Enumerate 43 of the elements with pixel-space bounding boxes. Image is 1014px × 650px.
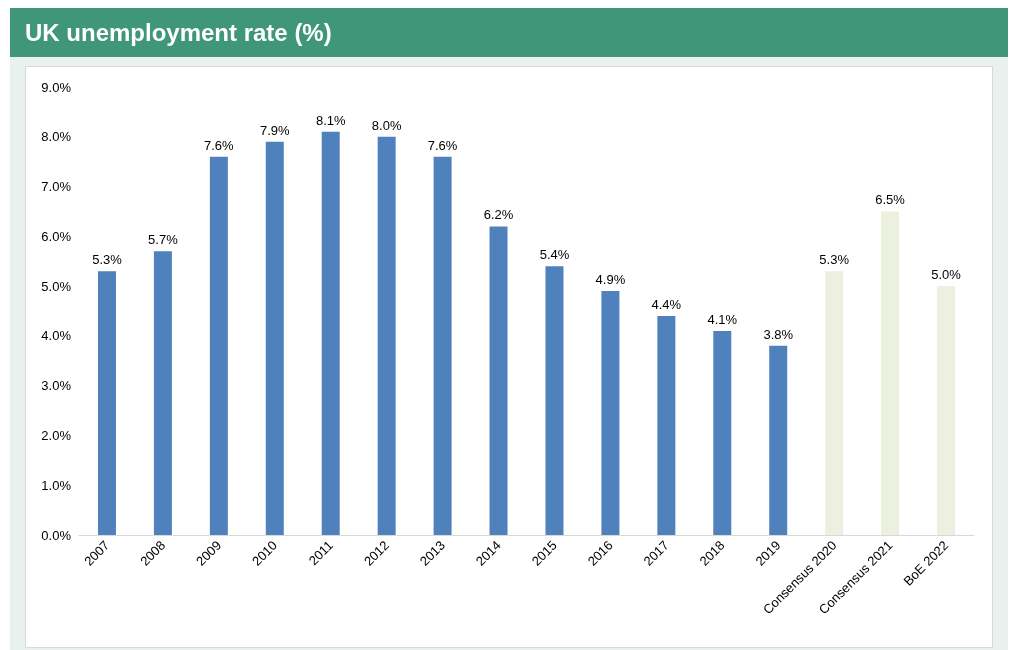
bar bbox=[545, 266, 564, 535]
bar bbox=[265, 141, 284, 535]
data-label: 4.1% bbox=[707, 311, 738, 327]
bar bbox=[713, 330, 732, 535]
bar bbox=[433, 156, 452, 535]
bar bbox=[937, 286, 956, 535]
data-label: 5.7% bbox=[148, 232, 179, 248]
bar bbox=[377, 136, 396, 535]
data-label: 5.3% bbox=[819, 252, 850, 268]
y-tick-label: 3.0% bbox=[41, 378, 72, 394]
y-tick-label: 4.0% bbox=[41, 328, 72, 344]
data-label: 7.6% bbox=[427, 137, 458, 153]
data-label: 7.9% bbox=[259, 122, 291, 138]
data-label: 4.4% bbox=[651, 296, 682, 312]
bar bbox=[489, 226, 508, 535]
data-label: 5.0% bbox=[931, 267, 962, 283]
data-label: 6.2% bbox=[483, 207, 514, 223]
y-tick-label: 7.0% bbox=[41, 179, 72, 195]
bar bbox=[601, 291, 620, 535]
bar bbox=[825, 271, 844, 535]
bar bbox=[321, 131, 340, 535]
bar bbox=[769, 345, 788, 535]
y-tick-label: 9.0% bbox=[41, 79, 72, 95]
bar bbox=[97, 271, 116, 535]
data-label: 8.1% bbox=[315, 112, 346, 128]
y-tick-label: 1.0% bbox=[41, 477, 72, 493]
y-tick-label: 0.0% bbox=[41, 527, 72, 543]
data-label: 5.4% bbox=[539, 247, 570, 263]
bar bbox=[657, 315, 676, 535]
y-tick-label: 6.0% bbox=[41, 228, 72, 244]
bar bbox=[209, 156, 228, 535]
bar bbox=[153, 251, 172, 535]
y-tick-label: 2.0% bbox=[41, 427, 72, 443]
data-label: 5.3% bbox=[92, 252, 123, 268]
data-label: 7.6% bbox=[204, 137, 235, 153]
y-tick-label: 5.0% bbox=[41, 278, 72, 294]
chart-title: UK unemployment rate (%) bbox=[10, 8, 1008, 57]
data-label: 6.5% bbox=[875, 192, 906, 208]
data-label: 8.0% bbox=[371, 117, 402, 133]
bar bbox=[881, 211, 900, 535]
y-tick-label: 8.0% bbox=[41, 129, 72, 145]
data-label: 3.8% bbox=[763, 326, 794, 342]
data-label: 4.9% bbox=[595, 272, 626, 288]
